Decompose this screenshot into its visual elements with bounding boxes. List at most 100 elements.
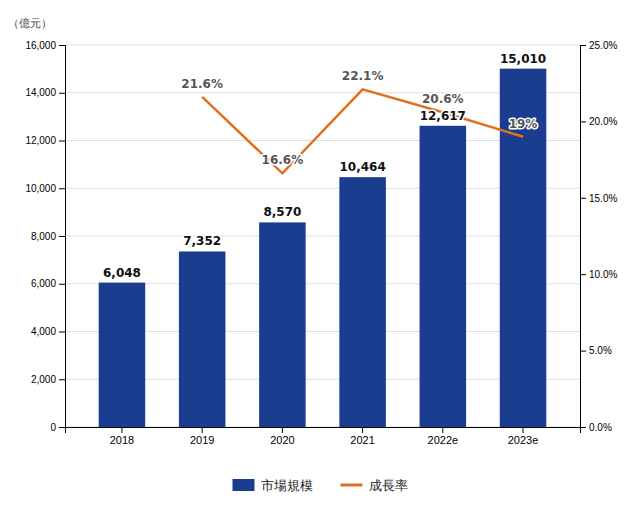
- tick-mark: [442, 427, 443, 433]
- tick-label: 2020: [270, 434, 294, 446]
- data-label: 6,048: [103, 266, 141, 280]
- tick-label: 12,000: [25, 135, 56, 146]
- tick: 2022e: [428, 427, 459, 446]
- axis-line: [581, 46, 587, 428]
- tick-mark: [580, 351, 586, 352]
- legend-item: 市場規模: [233, 478, 313, 493]
- legend-swatch: [233, 479, 255, 491]
- data-label: 8,570: [263, 205, 301, 219]
- bar: [179, 251, 226, 427]
- tick: 14,000: [25, 87, 65, 98]
- grid-line: [65, 45, 580, 46]
- data-label: 15,010: [500, 52, 546, 66]
- tick-mark: [580, 121, 586, 122]
- x-axis: 2018 2019 2020 2021 2022e 2023e: [66, 427, 581, 446]
- tick-label: 2022e: [428, 434, 459, 446]
- tick-label: 10.0%: [589, 269, 617, 280]
- tick: 0.0%: [580, 422, 612, 433]
- y-axis: 0 2,000 4,000 6,000 8,000 10,000 12,000 14,000 1…: [25, 40, 65, 433]
- tick-mark: [59, 332, 65, 333]
- tick-mark: [59, 188, 65, 189]
- tick-mark: [523, 427, 524, 433]
- data-label: 22.1%: [342, 69, 384, 83]
- legend-label: 市場規模: [261, 478, 313, 493]
- data-label: 21.6%: [181, 77, 223, 91]
- tick: 0: [50, 422, 65, 433]
- tick-mark: [121, 427, 122, 433]
- tick-mark: [202, 427, 203, 433]
- tick: 16,000: [25, 40, 65, 51]
- tick-label: 4,000: [31, 326, 56, 337]
- tick-mark: [282, 427, 283, 433]
- bar: [420, 126, 467, 427]
- marks: [99, 69, 547, 427]
- tick: 6,000: [31, 278, 65, 289]
- tick-label: 14,000: [25, 87, 56, 98]
- y-axis-label: （億元）: [8, 17, 52, 30]
- tick-mark: [59, 284, 65, 285]
- legend-swatch: [341, 484, 363, 487]
- tick-label: 5.0%: [589, 345, 612, 356]
- data-label: 20.6%: [422, 92, 464, 106]
- data-label: 12,617: [420, 109, 466, 123]
- legend: 市場規模 成長率: [233, 478, 408, 493]
- tick: 10,000: [25, 183, 65, 194]
- tick-mark: [580, 274, 586, 275]
- tick: 15.0%: [580, 193, 617, 204]
- chart: 0 2,000 4,000 6,000 8,000 10,000 12,000 14,000 1…: [0, 0, 640, 507]
- tick-label: 8,000: [31, 231, 56, 242]
- grid: [65, 45, 580, 427]
- tick: 2,000: [31, 374, 65, 385]
- tick-mark: [59, 141, 65, 142]
- tick-mark: [59, 427, 65, 428]
- tick-label: 0: [50, 422, 56, 433]
- tick-label: 2,000: [31, 374, 56, 385]
- tick: 2018: [110, 427, 134, 446]
- bar: [259, 222, 306, 427]
- tick: 2021: [350, 427, 374, 446]
- y2-axis: 0.0% 5.0% 10.0% 15.0% 20.0% 25.0%: [580, 40, 617, 433]
- tick-mark: [59, 379, 65, 380]
- data-label: 10,464: [339, 160, 385, 174]
- tick-mark: [59, 236, 65, 237]
- tick-label: 10,000: [25, 183, 56, 194]
- tick-mark: [580, 198, 586, 199]
- legend-item: 成長率: [341, 478, 408, 493]
- legend-label: 成長率: [369, 478, 408, 493]
- tick: 25.0%: [580, 40, 617, 51]
- data-labels: 6,048 7,352 8,570 10,464 12,617 15,010 21.6% 16…: [103, 52, 546, 280]
- data-label: 19%: [509, 117, 538, 131]
- tick-mark: [59, 93, 65, 94]
- tick-label: 2021: [350, 434, 374, 446]
- tick: 10.0%: [580, 269, 617, 280]
- tick-mark: [580, 45, 586, 46]
- tick-label: 2023e: [508, 434, 539, 446]
- tick: 8,000: [31, 231, 65, 242]
- tick: 2023e: [508, 427, 539, 446]
- bar: [500, 69, 547, 427]
- tick-label: 2019: [190, 434, 214, 446]
- tick-mark: [59, 45, 65, 46]
- tick-label: 25.0%: [589, 40, 617, 51]
- line: [202, 89, 523, 173]
- tick: 2020: [270, 427, 294, 446]
- data-label: 16.6%: [262, 153, 304, 167]
- tick: 20.0%: [580, 116, 617, 127]
- tick-label: 16,000: [25, 40, 56, 51]
- tick-mark: [362, 427, 363, 433]
- plot: 0 2,000 4,000 6,000 8,000 10,000 12,000 14,000 1…: [25, 40, 617, 446]
- tick: 5.0%: [580, 345, 612, 356]
- tick-label: 2018: [110, 434, 134, 446]
- axis-line: [59, 46, 66, 428]
- tick-label: 0.0%: [589, 422, 612, 433]
- bar: [99, 283, 146, 427]
- tick-label: 6,000: [31, 278, 56, 289]
- tick-label: 20.0%: [589, 116, 617, 127]
- tick: 4,000: [31, 326, 65, 337]
- bar: [339, 177, 386, 427]
- tick-label: 15.0%: [589, 193, 617, 204]
- data-label: 7,352: [183, 234, 221, 248]
- tick: 12,000: [25, 135, 65, 146]
- tick: 2019: [190, 427, 214, 446]
- axis-line: [66, 428, 581, 434]
